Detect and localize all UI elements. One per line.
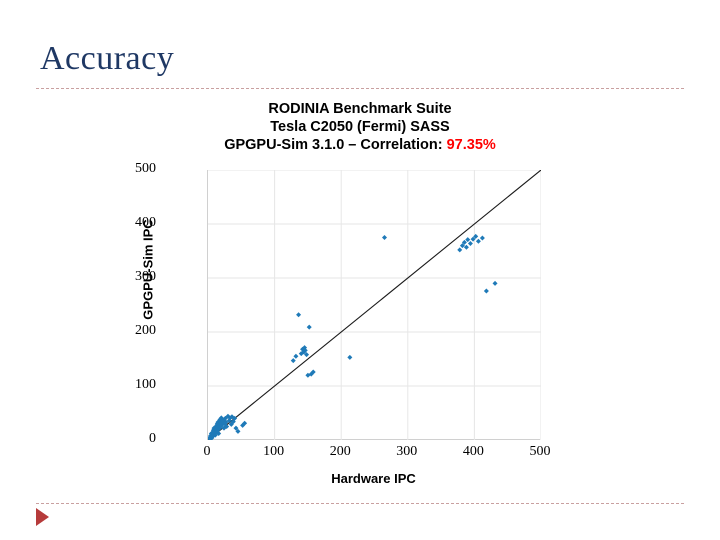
plot-area <box>207 170 541 440</box>
data-point <box>310 369 316 375</box>
y-tick-label: 0 <box>149 431 156 446</box>
data-point <box>457 247 463 253</box>
next-slide-triangle-icon[interactable] <box>36 508 49 526</box>
x-tick-label: 400 <box>462 444 484 459</box>
data-point <box>227 415 233 421</box>
data-point <box>475 238 481 244</box>
data-point <box>293 353 299 359</box>
x-axis-title: Hardware IPC <box>331 471 416 486</box>
data-point <box>302 347 308 353</box>
reference-line-y-equals-x <box>208 170 541 440</box>
data-point <box>240 422 246 428</box>
data-point <box>459 243 465 249</box>
plot-wrapper: 0 100 200 300 400 500 0 100 200 300 400 500 Hardwar… <box>120 161 580 492</box>
data-point <box>470 236 476 242</box>
y-tick-label: 300 <box>135 269 156 284</box>
y-tick-label: 100 <box>135 377 156 392</box>
data-point <box>479 235 485 241</box>
title-divider <box>36 88 684 89</box>
data-point <box>301 349 307 355</box>
y-axis-title: GPGPU-Sim IPC <box>140 219 156 320</box>
data-point <box>461 239 467 245</box>
chart-title-line-1: RODINIA Benchmark Suite <box>268 101 452 117</box>
data-point <box>296 312 302 318</box>
footer-divider <box>36 503 684 504</box>
y-tick-label: 500 <box>135 161 156 176</box>
data-point <box>302 345 308 351</box>
data-point <box>467 240 473 246</box>
data-point <box>483 288 489 294</box>
x-tick-label: 500 <box>529 444 551 459</box>
page-title: Accuracy <box>40 40 175 77</box>
data-point <box>463 244 469 250</box>
data-point <box>304 352 310 358</box>
data-point <box>214 428 220 434</box>
x-tick-label: 0 <box>203 444 211 459</box>
correlation-value: 97.35% <box>446 137 496 153</box>
data-point <box>242 420 248 426</box>
y-tick-label: 400 <box>135 215 156 230</box>
chart-title-line-3: GPGPU-Sim 3.1.0 – Correlation: 97.35% <box>130 136 590 154</box>
data-point <box>235 428 241 434</box>
data-point <box>216 431 222 437</box>
data-point <box>212 432 218 438</box>
data-point <box>473 233 479 239</box>
data-point <box>216 426 222 432</box>
data-point <box>233 425 239 431</box>
chart-title: RODINIA Benchmark Suite Tesla C2050 (Fer… <box>130 100 590 154</box>
data-point <box>210 429 216 435</box>
data-point <box>306 324 312 330</box>
chart-title-line-2: Tesla C2050 (Fermi) SASS <box>270 119 450 135</box>
data-point <box>381 235 387 240</box>
y-tick-label: 200 <box>135 323 156 338</box>
x-tick-label: 300 <box>396 444 418 459</box>
correlation-prefix: GPGPU-Sim 3.1.0 – Correlation: <box>224 137 447 153</box>
data-point <box>492 280 498 286</box>
x-tick-label: 200 <box>329 444 351 459</box>
data-point <box>290 358 296 364</box>
data-point <box>224 424 230 429</box>
data-point <box>218 424 224 429</box>
x-tick-label: 100 <box>263 444 285 459</box>
data-point <box>465 237 471 243</box>
plot-canvas <box>208 170 541 440</box>
data-point <box>232 415 238 421</box>
scatter-chart: RODINIA Benchmark Suite Tesla C2050 (Fer… <box>120 100 580 495</box>
data-point <box>347 354 353 360</box>
data-point <box>308 371 314 377</box>
